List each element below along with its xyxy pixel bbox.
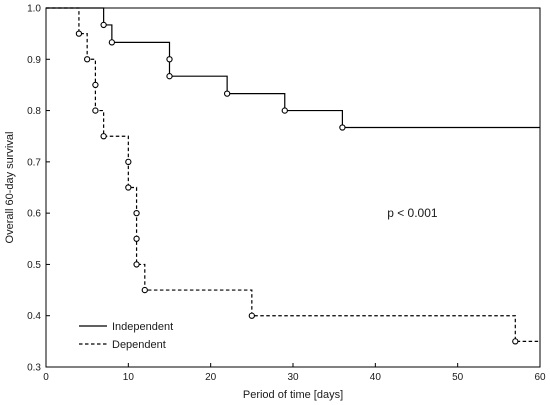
censor-marker-dependent: [133, 235, 140, 242]
y-tick-label: 0.6: [27, 209, 41, 220]
x-axis-title: Period of time [days]: [243, 389, 343, 401]
censor-marker-dependent: [75, 30, 83, 37]
x-tick-label: 60: [534, 372, 546, 383]
censor-marker-independent: [166, 56, 173, 63]
series-line-dependent: [46, 7, 540, 342]
x-tick-label: 0: [43, 372, 49, 383]
plot-frame: [45, 7, 541, 368]
legend: Independent Dependent: [79, 321, 173, 351]
censor-marker-independent: [100, 21, 107, 29]
censor-marker-dependent: [141, 286, 148, 294]
y-tick-label: 0.5: [27, 260, 41, 271]
y-axis-title: Overall 60-day survival: [4, 132, 16, 244]
censor-marker-dependent: [248, 312, 255, 319]
x-tick-label: 50: [452, 372, 464, 383]
censor-marker-dependent: [125, 158, 132, 166]
censor-marker-independent: [339, 124, 346, 131]
series-line-independent: [46, 7, 540, 129]
censor-marker-dependent: [125, 184, 132, 191]
censor-marker-dependent: [133, 209, 140, 217]
censor-marker-dependent: [84, 56, 91, 63]
y-tick-label: 0.3: [27, 363, 41, 374]
censor-marker-dependent: [100, 133, 107, 140]
x-tick-label: 10: [123, 372, 135, 383]
x-tick-label: 20: [205, 372, 217, 383]
censor-marker-dependent: [133, 261, 140, 268]
x-tick-label: 30: [287, 372, 299, 383]
series-layer: [46, 7, 540, 345]
censor-marker-dependent: [92, 107, 99, 114]
censor-marker-dependent: [92, 81, 99, 89]
y-tick-label: 1.0: [27, 4, 41, 15]
censor-marker-independent: [108, 39, 116, 46]
legend-label-independent: Independent: [112, 321, 173, 333]
legend-label-dependent: Dependent: [112, 339, 166, 351]
y-tick-label: 0.4: [27, 311, 41, 322]
y-tick-label: 0.7: [27, 157, 41, 168]
censor-marker-independent: [281, 107, 288, 114]
x-tick-label: 40: [370, 372, 382, 383]
censor-marker-dependent: [512, 338, 519, 345]
axes: 0 10 20 30 40 50 60 0.3 0.4 0.5 0.6 0.7 0.8 0.9 1.0: [27, 4, 546, 384]
censor-marker-independent: [223, 90, 231, 97]
y-tick-label: 0.8: [27, 106, 41, 117]
censor-marker-independent: [166, 73, 173, 80]
y-tick-label: 0.9: [27, 55, 41, 66]
p-value-annotation: p < 0.001: [387, 206, 438, 220]
